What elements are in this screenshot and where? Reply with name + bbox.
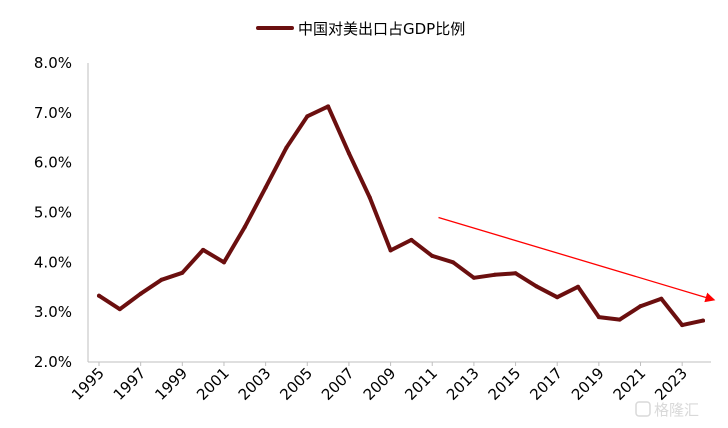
data-point	[513, 271, 518, 276]
data-point	[492, 272, 497, 277]
x-tick-label: 2007	[318, 364, 358, 404]
legend-label: 中国对美出口占GDP比例	[298, 20, 465, 38]
data-point	[263, 185, 268, 190]
data-point	[305, 114, 310, 119]
x-tick-label: 1999	[151, 364, 191, 404]
data-point	[430, 253, 435, 258]
data-point	[638, 304, 643, 309]
legend: 中国对美出口占GDP比例	[256, 20, 465, 38]
data-point	[471, 275, 476, 280]
x-axis-ticks: 1995 1997 1999 2001 2003 2005 2007 2009 2011 2013…	[68, 362, 691, 404]
data-point	[451, 260, 456, 265]
data-point	[680, 323, 685, 328]
data-point	[242, 224, 247, 229]
y-tick-label: 7.0%	[34, 104, 72, 122]
data-point	[97, 293, 101, 298]
x-tick-label: 2009	[360, 364, 400, 404]
data-point	[180, 270, 185, 275]
x-tick-label: 1995	[68, 364, 108, 404]
x-tick-label: 2001	[193, 364, 233, 404]
x-tick-label: 2021	[610, 364, 650, 404]
x-tick-label: 2019	[568, 364, 608, 404]
data-point	[701, 318, 705, 323]
series-points	[97, 104, 705, 328]
data-point	[596, 315, 601, 320]
x-tick-label: 2023	[651, 364, 691, 404]
y-tick-label: 3.0%	[34, 303, 72, 321]
y-tick-label: 8.0%	[34, 54, 72, 72]
y-tick-label: 6.0%	[34, 154, 72, 172]
y-tick-label: 5.0%	[34, 204, 72, 222]
trend-arrow	[438, 216, 716, 303]
data-point	[201, 247, 206, 252]
y-tick-label: 2.0%	[34, 353, 72, 371]
x-tick-label: 2011	[401, 364, 441, 404]
data-point	[221, 260, 226, 265]
data-point	[534, 284, 539, 289]
data-point	[284, 145, 289, 150]
x-tick-label: 1997	[110, 364, 150, 404]
data-point	[555, 295, 560, 300]
x-tick-label: 2015	[485, 364, 525, 404]
data-point	[367, 195, 372, 200]
x-tick-label: 2005	[276, 364, 316, 404]
data-point	[138, 291, 143, 296]
watermark-text: 格隆汇	[654, 401, 699, 419]
watermark: 格隆汇	[635, 401, 699, 419]
data-point	[409, 237, 414, 242]
data-point	[617, 317, 622, 322]
series-line	[97, 104, 705, 328]
watermark-logo-icon	[635, 401, 651, 417]
data-point	[388, 248, 393, 253]
data-point	[326, 104, 331, 109]
x-tick-label: 2017	[526, 364, 566, 404]
x-tick-label: 2003	[235, 364, 275, 404]
data-point	[117, 307, 122, 312]
data-point	[576, 284, 581, 289]
x-tick-label: 2013	[443, 364, 483, 404]
y-axis-ticks: 2.0% 3.0% 4.0% 5.0% 6.0% 7.0% 8.0%	[34, 54, 72, 371]
y-tick-label: 4.0%	[34, 253, 72, 271]
data-point	[346, 151, 351, 156]
data-point	[659, 296, 664, 301]
data-point	[159, 277, 164, 282]
